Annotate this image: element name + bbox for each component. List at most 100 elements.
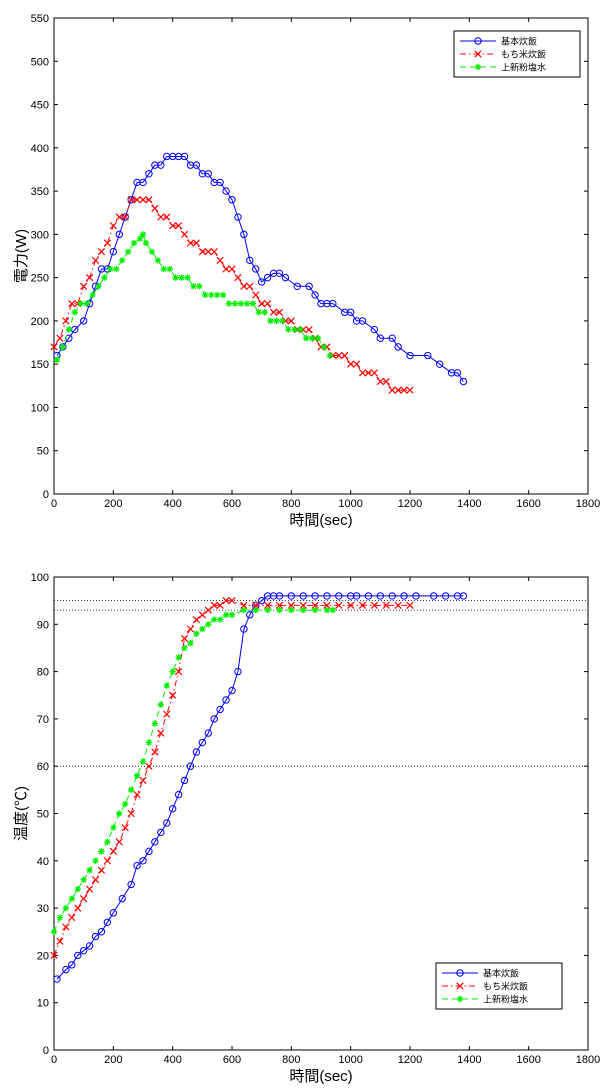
temp-data-point (98, 848, 105, 855)
power-data-point (222, 187, 230, 195)
power-y-tick-label: 0 (43, 489, 49, 501)
temp-data-point (287, 601, 295, 610)
power-data-point (172, 274, 179, 281)
temp-data-point (211, 616, 218, 623)
power-data-point (406, 386, 414, 394)
temp-data-point (97, 928, 106, 936)
power-y-tick-label: 450 (31, 100, 49, 112)
temp-data-point (163, 682, 170, 689)
temp-data-point (151, 720, 159, 727)
temp-x-tick-label: 0 (51, 1054, 57, 1066)
power-data-point (382, 377, 390, 386)
temperature-chart: 0 200 400 600 800 1000 1200 1400 1600 1800 0 10 20 30… (13, 572, 600, 1085)
power-data-point (121, 213, 129, 221)
power-data-point (246, 282, 254, 290)
temp-data-point (216, 616, 224, 623)
temp-data-point (187, 640, 194, 647)
power-data-point (163, 213, 171, 221)
power-x-tick-label: 0 (51, 498, 57, 510)
temp-y-tick-label: 20 (37, 950, 49, 962)
temp-data-point (329, 606, 337, 614)
power-data-point (196, 283, 203, 290)
power-data-point (370, 369, 379, 377)
power-data-point (219, 291, 227, 299)
temp-legend-marker (456, 969, 464, 977)
temp-y-tick-label: 80 (37, 667, 49, 679)
power-data-point (240, 230, 248, 239)
temp-data-point (127, 786, 135, 794)
power-data-point (225, 300, 233, 307)
temp-y-tick-label: 70 (37, 714, 49, 726)
temp-data-point (358, 601, 367, 610)
temp-x-tick-label: 1600 (516, 1054, 540, 1066)
temp-data-point (300, 606, 307, 614)
power-data-point (145, 196, 153, 204)
power-data-point (124, 248, 132, 255)
power-data-point (142, 239, 150, 247)
power-series-0 (53, 152, 468, 386)
temp-data-point (275, 601, 284, 610)
power-data-point (56, 334, 64, 342)
power-data-point (65, 326, 73, 333)
temp-data-point (92, 857, 99, 864)
temp-data-point (50, 928, 58, 935)
power-series-line (56, 233, 331, 361)
temp-data-point (311, 601, 319, 610)
temp-data-point (228, 611, 236, 619)
power-data-point (388, 334, 396, 342)
temp-data-point (240, 601, 248, 610)
temp-x-axis-label: 時間(sec) (289, 1068, 352, 1085)
temp-data-point (157, 828, 165, 837)
power-axes-box (53, 17, 589, 495)
temp-data-point (74, 951, 82, 960)
temp-data-point (299, 601, 307, 610)
power-y-tick-label: 500 (31, 56, 49, 68)
temp-data-point (323, 601, 331, 610)
power-data-point (305, 325, 313, 334)
temp-data-point (192, 748, 201, 756)
temp-data-point (139, 857, 147, 865)
temp-data-point (145, 739, 153, 746)
temp-data-point (133, 772, 141, 779)
power-data-point (279, 317, 286, 325)
power-data-point (213, 291, 221, 299)
power-data-point (151, 204, 159, 213)
power-data-point (71, 309, 78, 316)
power-data-point (275, 269, 284, 278)
temp-y-axis-label: 温度(℃) (13, 786, 30, 841)
power-data-point (139, 196, 147, 204)
temp-data-point (252, 606, 259, 614)
power-data-point (275, 308, 284, 316)
temp-data-point (299, 592, 307, 600)
power-data-point (216, 178, 224, 187)
temp-data-point (222, 696, 230, 704)
power-data-point (192, 161, 201, 169)
temp-data-point (62, 923, 70, 931)
power-data-point (95, 283, 102, 290)
temp-data-point (118, 894, 126, 903)
power-data-point (113, 265, 120, 273)
power-data-point (388, 386, 396, 394)
power-y-tick-label: 200 (31, 316, 49, 328)
temp-y-tick-label: 10 (37, 998, 49, 1010)
temp-data-point (174, 667, 183, 676)
power-legend-label: もち米炊飯 (501, 49, 546, 60)
temp-data-point (246, 611, 254, 619)
power-series-1 (50, 196, 414, 394)
temp-data-point (56, 914, 64, 921)
temp-data-point (145, 847, 153, 856)
temp-data-point (109, 847, 117, 855)
power-data-point (394, 386, 402, 394)
power-data-point (184, 274, 191, 281)
temp-data-point (91, 876, 100, 884)
temp-data-point (109, 909, 118, 917)
temp-data-point (97, 866, 106, 874)
temp-data-point (133, 790, 141, 799)
power-data-point (68, 299, 76, 308)
temp-series-line (53, 600, 410, 956)
power-data-point (101, 274, 108, 281)
temp-x-tick-label: 1000 (338, 1054, 362, 1066)
temp-data-point (216, 601, 224, 610)
temp-legend-marker (456, 982, 464, 990)
power-data-point (335, 351, 343, 360)
